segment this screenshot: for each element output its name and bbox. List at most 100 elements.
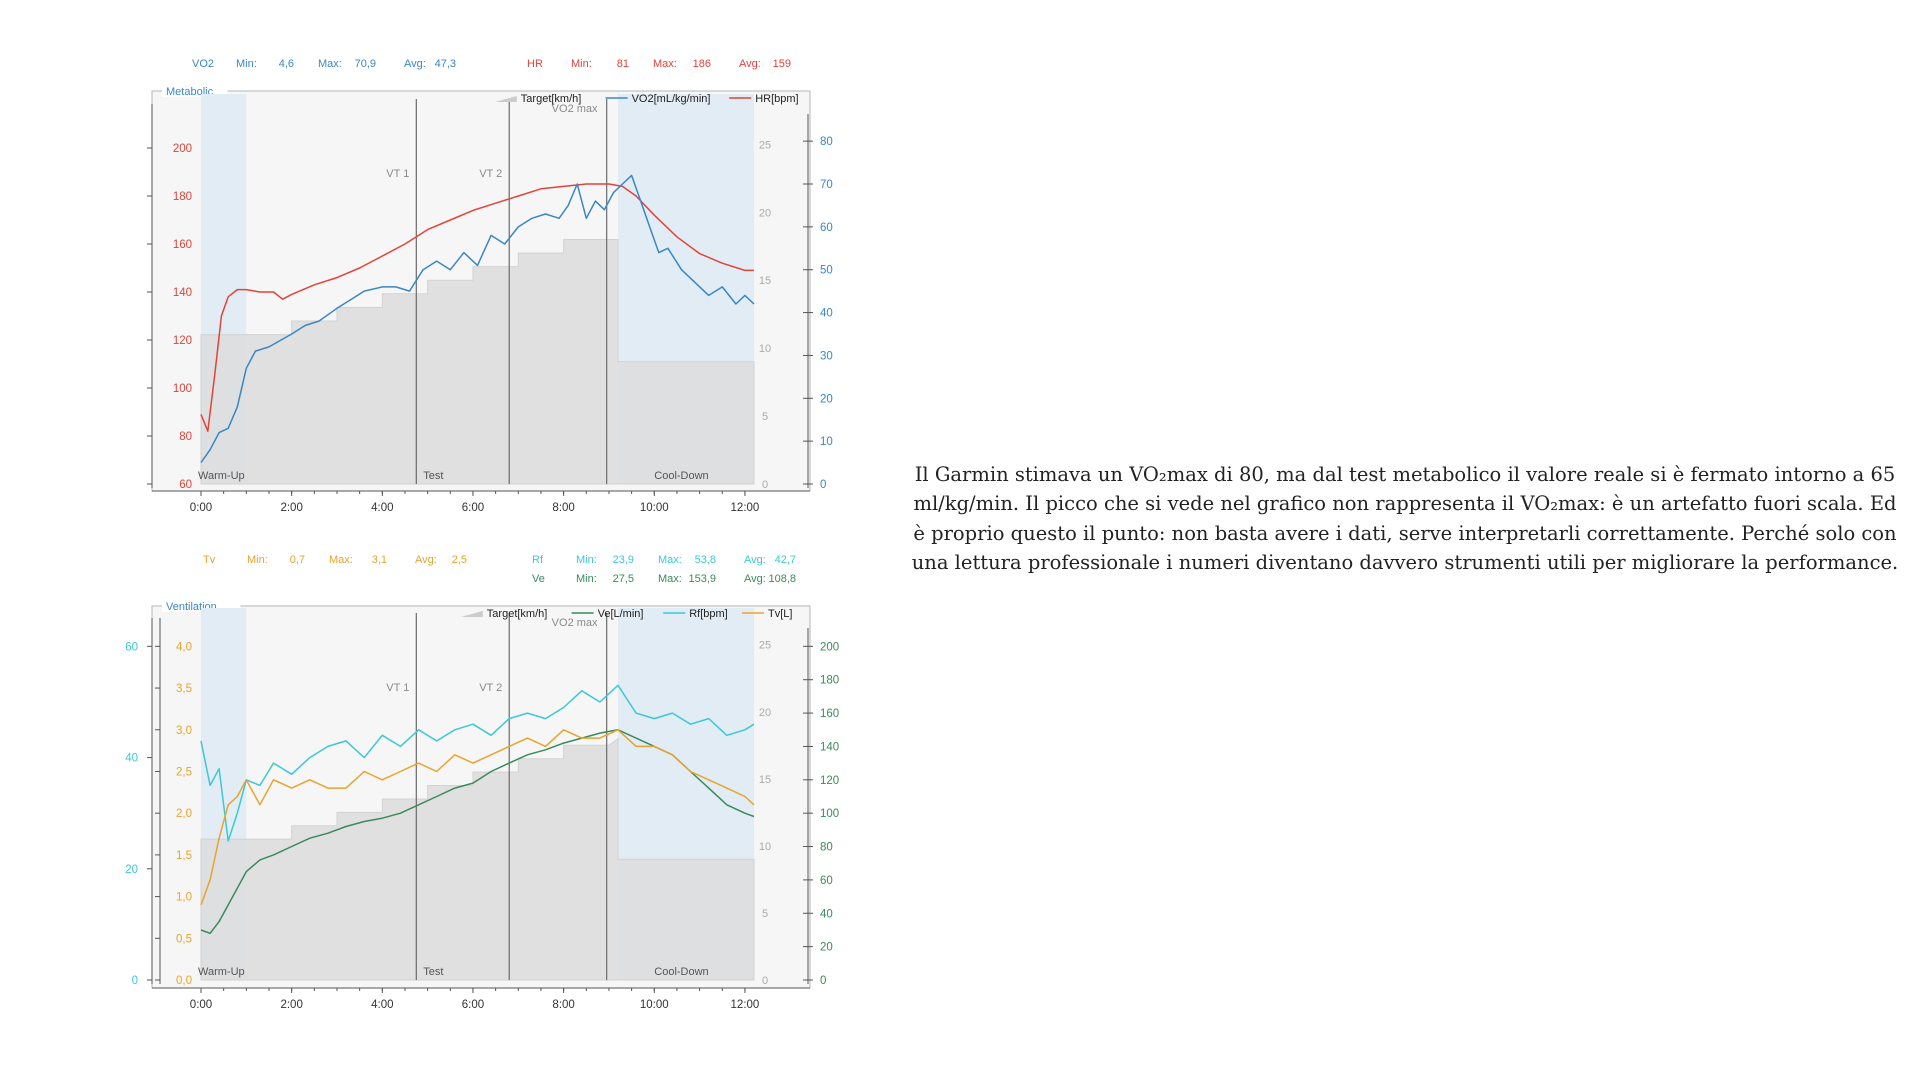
y-tick-label: 0 bbox=[820, 479, 826, 491]
y-tick-label: 0,5 bbox=[176, 933, 192, 945]
stat-text: Min: bbox=[576, 573, 597, 585]
x-tick-label: 0:00 bbox=[190, 502, 212, 514]
legend-label: VO2[mL/kg/min] bbox=[632, 93, 711, 105]
phase-label: Cool-Down bbox=[654, 966, 708, 978]
y-tick-label: 60 bbox=[179, 479, 192, 491]
phase-label: Warm-Up bbox=[198, 966, 245, 978]
y-tick-label: 0 bbox=[132, 975, 138, 987]
legend-label: Target[km/h] bbox=[487, 608, 548, 620]
stat-text: 70,9 bbox=[355, 58, 376, 70]
y-tick-label: 140 bbox=[820, 741, 839, 753]
x-tick-label: 6:00 bbox=[462, 502, 484, 514]
y-tick-label: 10 bbox=[759, 841, 771, 853]
stat-text: Max: bbox=[329, 554, 353, 566]
target-area bbox=[200, 737, 755, 981]
series-line bbox=[200, 174, 755, 464]
stat-text: 23,9 bbox=[613, 554, 634, 566]
stat-text: Min: bbox=[576, 554, 597, 566]
y-tick-label: 120 bbox=[173, 335, 192, 347]
x-tick-label: 8:00 bbox=[552, 999, 574, 1011]
x-tick-label: 2:00 bbox=[280, 502, 302, 514]
y-tick-label: 5 bbox=[762, 908, 768, 920]
y-tick-label: 3,0 bbox=[176, 725, 192, 737]
y-tick-label: 10 bbox=[759, 343, 771, 355]
stat-text: Tv bbox=[203, 554, 216, 566]
caption-text: Il Garmin stimava un VO₂max di 80, ma da… bbox=[911, 462, 1899, 575]
y-tick-label: 120 bbox=[820, 775, 839, 787]
legend-swatch bbox=[494, 96, 517, 102]
phase-label: Test bbox=[423, 966, 443, 978]
stat-text: HR bbox=[527, 58, 543, 70]
x-tick-label: 0:00 bbox=[190, 999, 212, 1011]
y-tick-label: 200 bbox=[820, 641, 839, 653]
stat-text: 3,1 bbox=[372, 554, 387, 566]
y-tick-label: 15 bbox=[759, 275, 771, 287]
stat-text: 42,7 bbox=[775, 554, 796, 566]
y-tick-label: 60 bbox=[820, 222, 833, 234]
marker-label: VT 2 bbox=[479, 168, 502, 180]
y-tick-label: 50 bbox=[820, 265, 833, 277]
series-line bbox=[200, 183, 754, 432]
stat-text: 2,5 bbox=[452, 554, 467, 566]
y-tick-label: 100 bbox=[173, 383, 192, 395]
x-tick-label: 4:00 bbox=[371, 999, 393, 1011]
stat-text: Max: bbox=[658, 573, 682, 585]
stat-text: 81 bbox=[617, 58, 629, 70]
x-tick-label: 10:00 bbox=[640, 999, 669, 1011]
y-tick-label: 1,0 bbox=[176, 892, 192, 904]
legend-label: HR[bpm] bbox=[755, 93, 798, 105]
y-tick-label: 20 bbox=[125, 864, 138, 876]
y-tick-label: 40 bbox=[125, 753, 138, 765]
y-tick-label: 80 bbox=[820, 136, 833, 148]
marker-label: VT 1 bbox=[386, 682, 409, 694]
y-tick-label: 0 bbox=[762, 975, 768, 987]
legend-label: Target[km/h] bbox=[521, 93, 582, 105]
y-tick-label: 0,0 bbox=[176, 975, 192, 987]
y-tick-label: 180 bbox=[820, 675, 839, 687]
stat-text: Avg: bbox=[744, 554, 766, 566]
phase-label: Test bbox=[423, 470, 443, 482]
stat-text: Max: bbox=[658, 554, 682, 566]
y-tick-label: 20 bbox=[759, 207, 771, 219]
stat-text: Ve bbox=[532, 573, 545, 585]
y-tick-label: 25 bbox=[759, 640, 771, 652]
stat-text: Avg: bbox=[415, 554, 437, 566]
stat-text: 27,5 bbox=[613, 573, 634, 585]
y-tick-label: 200 bbox=[173, 143, 192, 155]
y-tick-label: 2,5 bbox=[176, 766, 192, 778]
marker-label: VT 1 bbox=[386, 168, 409, 180]
y-tick-label: 100 bbox=[820, 808, 839, 820]
y-tick-label: 40 bbox=[820, 908, 833, 920]
marker-label: VO2 max bbox=[552, 103, 598, 115]
legend-label: Ve[L/min] bbox=[598, 608, 644, 620]
stat-text: VO2 bbox=[192, 58, 214, 70]
y-tick-label: 80 bbox=[179, 431, 192, 443]
stat-text: 159 bbox=[773, 58, 791, 70]
stat-text: 0,7 bbox=[290, 554, 305, 566]
stat-text: 108,8 bbox=[768, 573, 796, 585]
stat-text: 47,3 bbox=[435, 58, 456, 70]
y-tick-label: 0 bbox=[762, 479, 768, 491]
x-tick-label: 6:00 bbox=[462, 999, 484, 1011]
y-tick-label: 20 bbox=[820, 393, 833, 405]
series-line bbox=[200, 729, 755, 906]
y-tick-label: 20 bbox=[820, 942, 833, 954]
x-tick-label: 2:00 bbox=[280, 999, 302, 1011]
y-tick-label: 60 bbox=[125, 641, 138, 653]
y-tick-label: 80 bbox=[820, 842, 833, 854]
stat-text: Min: bbox=[236, 58, 257, 70]
stat-text: 53,8 bbox=[695, 554, 716, 566]
phase-label: Cool-Down bbox=[654, 470, 708, 482]
y-tick-label: 4,0 bbox=[176, 641, 192, 653]
y-tick-label: 2,0 bbox=[176, 808, 192, 820]
y-tick-label: 70 bbox=[820, 179, 833, 191]
legend-swatch bbox=[460, 611, 483, 617]
legend-label: Rf[bpm] bbox=[689, 608, 728, 620]
y-tick-label: 160 bbox=[820, 708, 839, 720]
stat-text: Max: bbox=[318, 58, 342, 70]
series-line bbox=[200, 684, 755, 842]
phase-label: Warm-Up bbox=[198, 470, 245, 482]
legend-label: Tv[L] bbox=[768, 608, 792, 620]
